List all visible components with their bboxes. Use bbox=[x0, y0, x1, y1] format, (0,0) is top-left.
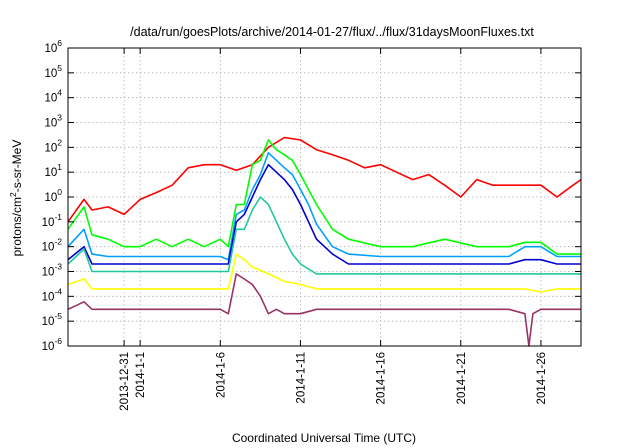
y-tick-label: 10-3 bbox=[42, 262, 63, 279]
x-tick-label: 2014-1-11 bbox=[295, 352, 307, 404]
y-axis-tick-labels: 10-6 10-5 10-4 10-3 10-2 10-1 100 101 102 103 104 1… bbox=[42, 38, 63, 353]
x-tick-label: 2013-12-31 bbox=[119, 352, 131, 411]
series-line-1 bbox=[67, 136, 582, 223]
y-tick-label: 10-6 bbox=[42, 336, 63, 353]
y-axis-label: protons/cm2-s-sr-MeV bbox=[8, 140, 24, 257]
series-line-4 bbox=[67, 163, 581, 265]
chart-title: /data/run/goesPlots/archive/2014-01-27/f… bbox=[130, 25, 534, 39]
x-axis-label: Coordinated Universal Time (UTC) bbox=[232, 431, 416, 445]
y-tick-label: 100 bbox=[44, 187, 62, 204]
y-tick-label: 101 bbox=[44, 162, 62, 179]
series-layer bbox=[67, 136, 582, 347]
y-tick-label: 103 bbox=[44, 113, 62, 130]
y-tick-label: 10-4 bbox=[42, 286, 63, 303]
y-tick-label: 10-1 bbox=[42, 212, 63, 229]
x-tick-label: 2014-1-1 bbox=[135, 352, 147, 398]
x-tick-label: 2014-1-21 bbox=[456, 352, 468, 404]
y-tick-label: 10-2 bbox=[42, 237, 63, 254]
series-line-6 bbox=[67, 253, 581, 293]
y-tick-label: 102 bbox=[44, 137, 62, 154]
x-tick-label: 2014-1-6 bbox=[215, 352, 227, 398]
grid bbox=[68, 48, 581, 346]
series-line-2 bbox=[67, 139, 581, 255]
series-line-5 bbox=[67, 196, 581, 275]
series-line-7 bbox=[67, 273, 581, 347]
x-axis-tick-labels: 2013-12-31 2014-1-1 2014-1-6 2014-1-11 2014-… bbox=[119, 352, 548, 411]
y-tick-label: 106 bbox=[44, 38, 62, 55]
axis-ticks bbox=[68, 47, 581, 347]
x-tick-label: 2014-1-16 bbox=[376, 352, 388, 404]
y-tick-label: 104 bbox=[44, 88, 62, 105]
x-tick-label: 2014-1-26 bbox=[536, 352, 548, 404]
y-tick-label: 105 bbox=[44, 63, 62, 80]
y-tick-label: 10-5 bbox=[42, 311, 63, 328]
series-line-3 bbox=[67, 152, 581, 261]
